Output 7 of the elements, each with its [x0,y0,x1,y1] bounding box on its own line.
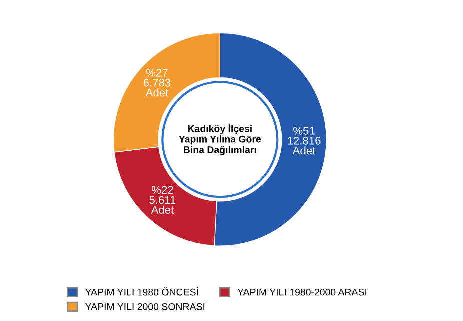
legend-label: YAPIM YILI 1980-2000 ARASI [238,288,367,296]
data-label: %27 6.783 Adet [144,68,171,97]
data-label: %51 12.816 Adet [288,127,321,155]
legend-label: YAPIM YILI 2000 SONRASI [86,303,205,310]
data-label: %22 5.611 Adet [150,186,176,214]
legend-label: YAPIM YILI 1980 ÖNCESİ [86,287,198,296]
text: Kadıköy İlçesi Yapım Yılına Göre Bina Dağılımları [179,124,262,156]
